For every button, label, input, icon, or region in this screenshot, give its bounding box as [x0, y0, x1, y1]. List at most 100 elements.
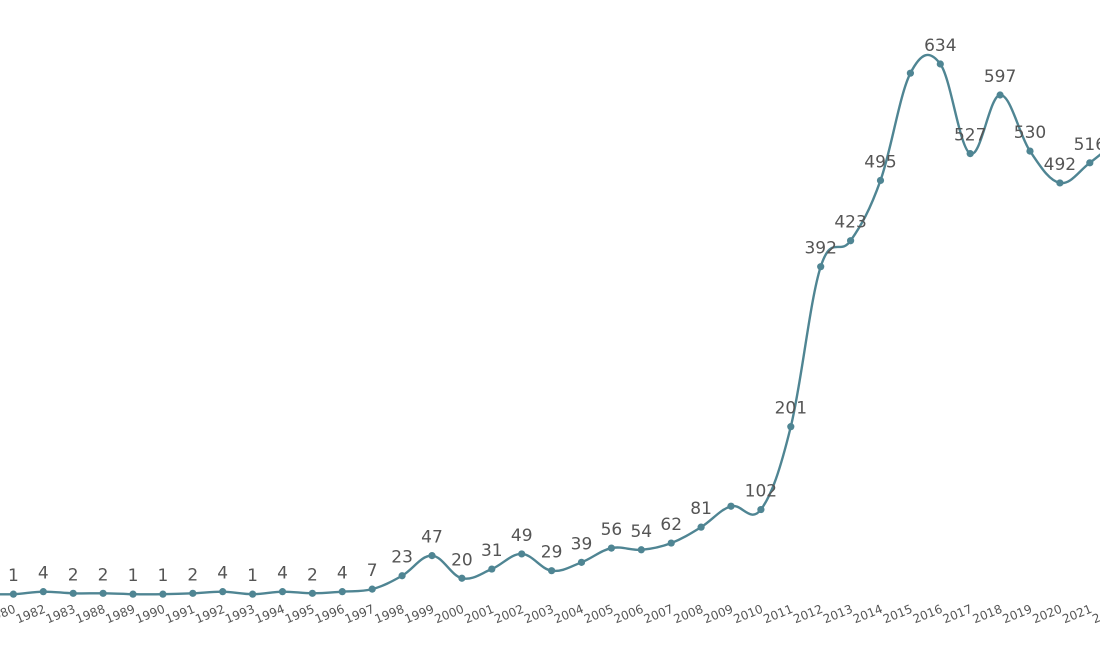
x-tick-label-2003: 2003 [522, 602, 556, 626]
data-label-2007: 62 [660, 515, 682, 535]
data-point-2019 [1026, 147, 1034, 155]
data-point-2002 [518, 550, 526, 558]
data-label-1988: 2 [98, 565, 109, 585]
data-point-2011 [787, 423, 795, 431]
data-point-2016 [936, 60, 944, 68]
data-point-1999 [428, 552, 436, 560]
data-point-2005 [607, 544, 616, 552]
data-label-1980: 1 [8, 566, 19, 586]
x-tick-label-1998: 1998 [373, 602, 407, 626]
data-label-2011: 201 [775, 399, 807, 419]
data-point-2007 [667, 539, 675, 547]
data-point-2004 [577, 558, 586, 566]
data-point-2000 [458, 574, 466, 582]
x-tick-label-2010: 2010 [731, 602, 765, 626]
data-label-2001: 31 [481, 541, 503, 561]
x-tick-label-2021: 2021 [1060, 602, 1094, 626]
data-point-2020 [1056, 179, 1064, 187]
data-point-2010 [757, 505, 765, 514]
data-label-2003: 29 [541, 543, 563, 563]
data-label-1995: 2 [307, 565, 318, 585]
data-point-1983 [69, 589, 77, 597]
x-tick-label-1983: 1983 [44, 602, 78, 626]
data-point-1982 [39, 588, 47, 596]
data-point-1988 [99, 589, 107, 597]
x-tick-label-2022: 2022 [1090, 602, 1100, 626]
data-label-2020: 492 [1044, 155, 1076, 175]
series-line-layer [0, 53, 1100, 596]
series-points [9, 60, 1094, 598]
data-point-1995 [308, 589, 316, 597]
data-label-2002: 49 [511, 526, 533, 546]
x-tick-label-2007: 2007 [642, 602, 676, 626]
data-label-1998: 23 [391, 548, 413, 568]
data-point-2001 [488, 565, 496, 573]
data-label-2021: 516 [1074, 135, 1100, 155]
data-label-2004: 39 [571, 534, 593, 554]
x-tick-label-2016: 2016 [911, 602, 945, 626]
data-label-2000: 20 [451, 550, 473, 570]
x-tick-label-1995: 1995 [283, 602, 317, 626]
data-label-1999: 47 [421, 528, 443, 548]
data-label-1983: 2 [68, 565, 79, 585]
data-label-2018: 597 [984, 67, 1016, 87]
x-tick-label-1996: 1996 [313, 602, 347, 626]
x-tick-label-2019: 2019 [1001, 602, 1035, 626]
data-point-2012 [817, 263, 825, 271]
data-label-1992: 4 [217, 564, 228, 584]
x-tick-label-2002: 2002 [492, 602, 526, 626]
data-point-2006 [637, 546, 645, 554]
data-point-1990 [159, 590, 167, 598]
data-point-1997 [368, 585, 376, 593]
x-tick-label-1990: 1990 [133, 602, 167, 626]
data-point-2003 [548, 567, 556, 575]
x-tick-label-2009: 2009 [702, 602, 736, 626]
x-tick-label-2014: 2014 [851, 602, 885, 626]
data-point-2015 [906, 69, 915, 77]
data-label-2016: 634 [924, 36, 956, 56]
data-point-2021 [1086, 159, 1094, 167]
data-label-1994: 4 [277, 564, 288, 584]
x-tick-label-2006: 2006 [612, 602, 646, 626]
x-tick-label-2005: 2005 [582, 602, 616, 626]
data-point-1980 [9, 590, 17, 598]
data-point-2013 [847, 237, 855, 245]
data-point-2017 [966, 150, 974, 158]
series-line [0, 53, 1100, 596]
x-tick-label-2008: 2008 [672, 602, 706, 626]
data-label-1996: 4 [337, 564, 348, 584]
x-tick-label-1982: 1982 [14, 602, 48, 626]
data-label-1991: 2 [187, 565, 198, 585]
data-label-1990: 1 [157, 566, 168, 586]
data-label-2010: 102 [745, 482, 777, 502]
x-tick-label-2001: 2001 [462, 602, 496, 626]
data-label-1997: 7 [367, 561, 378, 581]
data-point-2014 [876, 176, 885, 185]
data-point-1996 [338, 588, 346, 596]
x-tick-label-1991: 1991 [163, 602, 197, 626]
data-point-2018 [996, 91, 1004, 99]
data-label-1989: 1 [128, 566, 139, 586]
x-tick-label-2012: 2012 [791, 602, 825, 626]
x-tick-label-1988: 1988 [74, 602, 108, 626]
data-point-1993 [249, 590, 257, 598]
x-tick-label-1989: 1989 [104, 602, 138, 626]
data-label-1982: 4 [38, 564, 49, 584]
x-tick-label-2013: 2013 [821, 602, 855, 626]
x-tick-label-2004: 2004 [552, 602, 586, 626]
x-tick-label-2020: 2020 [1030, 602, 1064, 626]
data-label-2017: 527 [954, 126, 986, 146]
data-label-2012: 392 [804, 239, 836, 259]
data-label-2006: 54 [630, 522, 652, 542]
data-point-2008 [697, 523, 705, 531]
x-tick-label-2000: 2000 [432, 602, 466, 626]
x-tick-label-1994: 1994 [253, 602, 287, 626]
x-tick-label-2015: 2015 [881, 602, 915, 626]
data-point-1994 [278, 588, 287, 596]
data-point-1989 [129, 590, 137, 598]
x-tick-label-1999: 1999 [403, 602, 437, 626]
data-label-2005: 56 [601, 520, 623, 540]
x-axis-tick-labels: 1979198019821983198819891990199119921993… [0, 602, 1100, 626]
